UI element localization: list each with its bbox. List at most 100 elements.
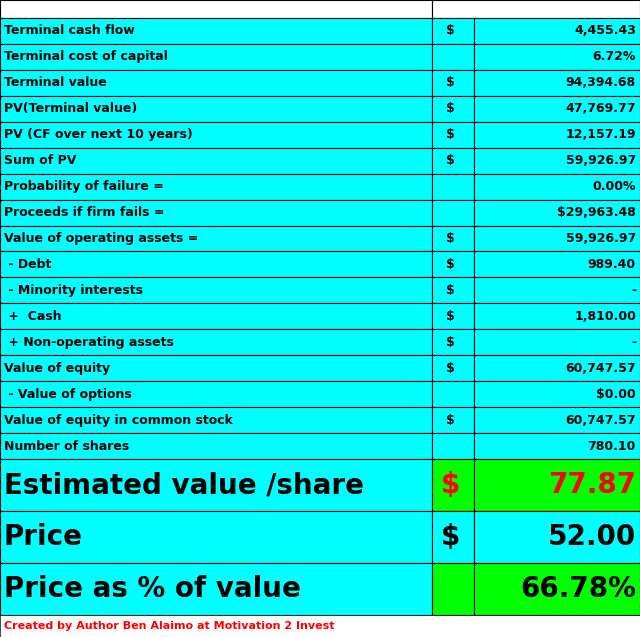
Bar — [0, 148, 432, 174]
Bar — [474, 303, 640, 329]
Text: -: - — [631, 336, 636, 349]
Bar — [432, 355, 474, 381]
Bar — [432, 303, 474, 329]
Text: $: $ — [446, 154, 455, 167]
Text: Number of shares: Number of shares — [4, 440, 129, 452]
Bar — [0, 44, 432, 70]
Bar — [0, 96, 432, 122]
Bar — [474, 381, 640, 407]
Text: Terminal cost of capital: Terminal cost of capital — [4, 50, 168, 64]
Text: - Minority interests: - Minority interests — [4, 284, 143, 297]
Text: 60,747.57: 60,747.57 — [565, 413, 636, 427]
Bar — [474, 252, 640, 277]
Bar — [0, 563, 432, 615]
Text: Sum of PV: Sum of PV — [4, 154, 76, 167]
Bar — [0, 174, 432, 199]
Bar — [0, 18, 432, 44]
Bar — [474, 199, 640, 225]
Bar — [474, 96, 640, 122]
Bar — [432, 433, 474, 459]
Bar — [474, 174, 640, 199]
Bar — [474, 433, 640, 459]
Text: - Value of options: - Value of options — [4, 388, 132, 401]
Text: 66.78%: 66.78% — [520, 575, 636, 603]
Bar — [432, 18, 474, 44]
Bar — [432, 407, 474, 433]
Text: Value of equity: Value of equity — [4, 362, 110, 375]
Text: Terminal cash flow: Terminal cash flow — [4, 24, 135, 38]
Bar — [0, 277, 432, 303]
Text: $: $ — [446, 362, 455, 375]
Bar — [0, 122, 432, 148]
Text: Probability of failure =: Probability of failure = — [4, 180, 164, 193]
Text: 52.00: 52.00 — [548, 523, 636, 551]
Text: Proceeds if firm fails =: Proceeds if firm fails = — [4, 206, 164, 219]
Bar — [432, 277, 474, 303]
Text: $: $ — [446, 232, 455, 245]
Text: $: $ — [441, 471, 460, 499]
Text: 6.72%: 6.72% — [593, 50, 636, 64]
Text: $: $ — [446, 24, 455, 38]
Bar — [432, 96, 474, 122]
Bar — [474, 563, 640, 615]
Text: Created by Author Ben Alaimo at Motivation 2 Invest: Created by Author Ben Alaimo at Motivati… — [4, 621, 335, 631]
Bar — [0, 381, 432, 407]
Text: Price: Price — [4, 523, 83, 551]
Bar — [0, 70, 432, 96]
Bar — [0, 303, 432, 329]
Bar — [474, 70, 640, 96]
Bar — [474, 459, 640, 511]
Bar — [0, 459, 432, 511]
Bar — [432, 44, 474, 70]
Bar — [432, 148, 474, 174]
Bar — [432, 70, 474, 96]
Text: 59,926.97: 59,926.97 — [566, 154, 636, 167]
Bar — [432, 459, 474, 511]
Text: 989.40: 989.40 — [588, 258, 636, 271]
Bar — [474, 44, 640, 70]
Text: $: $ — [446, 310, 455, 323]
Text: Terminal value: Terminal value — [4, 76, 107, 89]
Text: Estimated value /share: Estimated value /share — [4, 471, 364, 499]
Bar — [0, 0, 432, 18]
Bar — [432, 381, 474, 407]
Text: $29,963.48: $29,963.48 — [557, 206, 636, 219]
Bar — [432, 329, 474, 355]
Bar — [474, 277, 640, 303]
Text: $: $ — [446, 128, 455, 141]
Text: Price as % of value: Price as % of value — [4, 575, 301, 603]
Text: 0.00%: 0.00% — [593, 180, 636, 193]
Bar — [0, 511, 432, 563]
Text: 12,157.19: 12,157.19 — [565, 128, 636, 141]
Text: Value of operating assets =: Value of operating assets = — [4, 232, 198, 245]
Text: $0.00: $0.00 — [596, 388, 636, 401]
Text: 94,394.68: 94,394.68 — [566, 76, 636, 89]
Bar — [432, 225, 474, 252]
Bar — [432, 122, 474, 148]
Bar — [474, 407, 640, 433]
Bar — [0, 433, 432, 459]
Text: 47,769.77: 47,769.77 — [566, 103, 636, 115]
Bar — [474, 148, 640, 174]
Bar — [0, 615, 640, 637]
Text: PV(Terminal value): PV(Terminal value) — [4, 103, 137, 115]
Text: - Debt: - Debt — [4, 258, 51, 271]
Text: 780.10: 780.10 — [588, 440, 636, 452]
Bar — [0, 225, 432, 252]
Bar — [474, 355, 640, 381]
Text: Value of equity in common stock: Value of equity in common stock — [4, 413, 233, 427]
Text: PV (CF over next 10 years): PV (CF over next 10 years) — [4, 128, 193, 141]
Bar — [474, 122, 640, 148]
Text: 77.87: 77.87 — [548, 471, 636, 499]
Text: $: $ — [446, 413, 455, 427]
Bar — [0, 199, 432, 225]
Bar — [474, 18, 640, 44]
Bar — [432, 174, 474, 199]
Text: 60,747.57: 60,747.57 — [565, 362, 636, 375]
Text: +  Cash: + Cash — [4, 310, 61, 323]
Text: $: $ — [446, 284, 455, 297]
Bar — [0, 407, 432, 433]
Text: + Non-operating assets: + Non-operating assets — [4, 336, 174, 349]
Bar — [432, 511, 474, 563]
Bar — [0, 355, 432, 381]
